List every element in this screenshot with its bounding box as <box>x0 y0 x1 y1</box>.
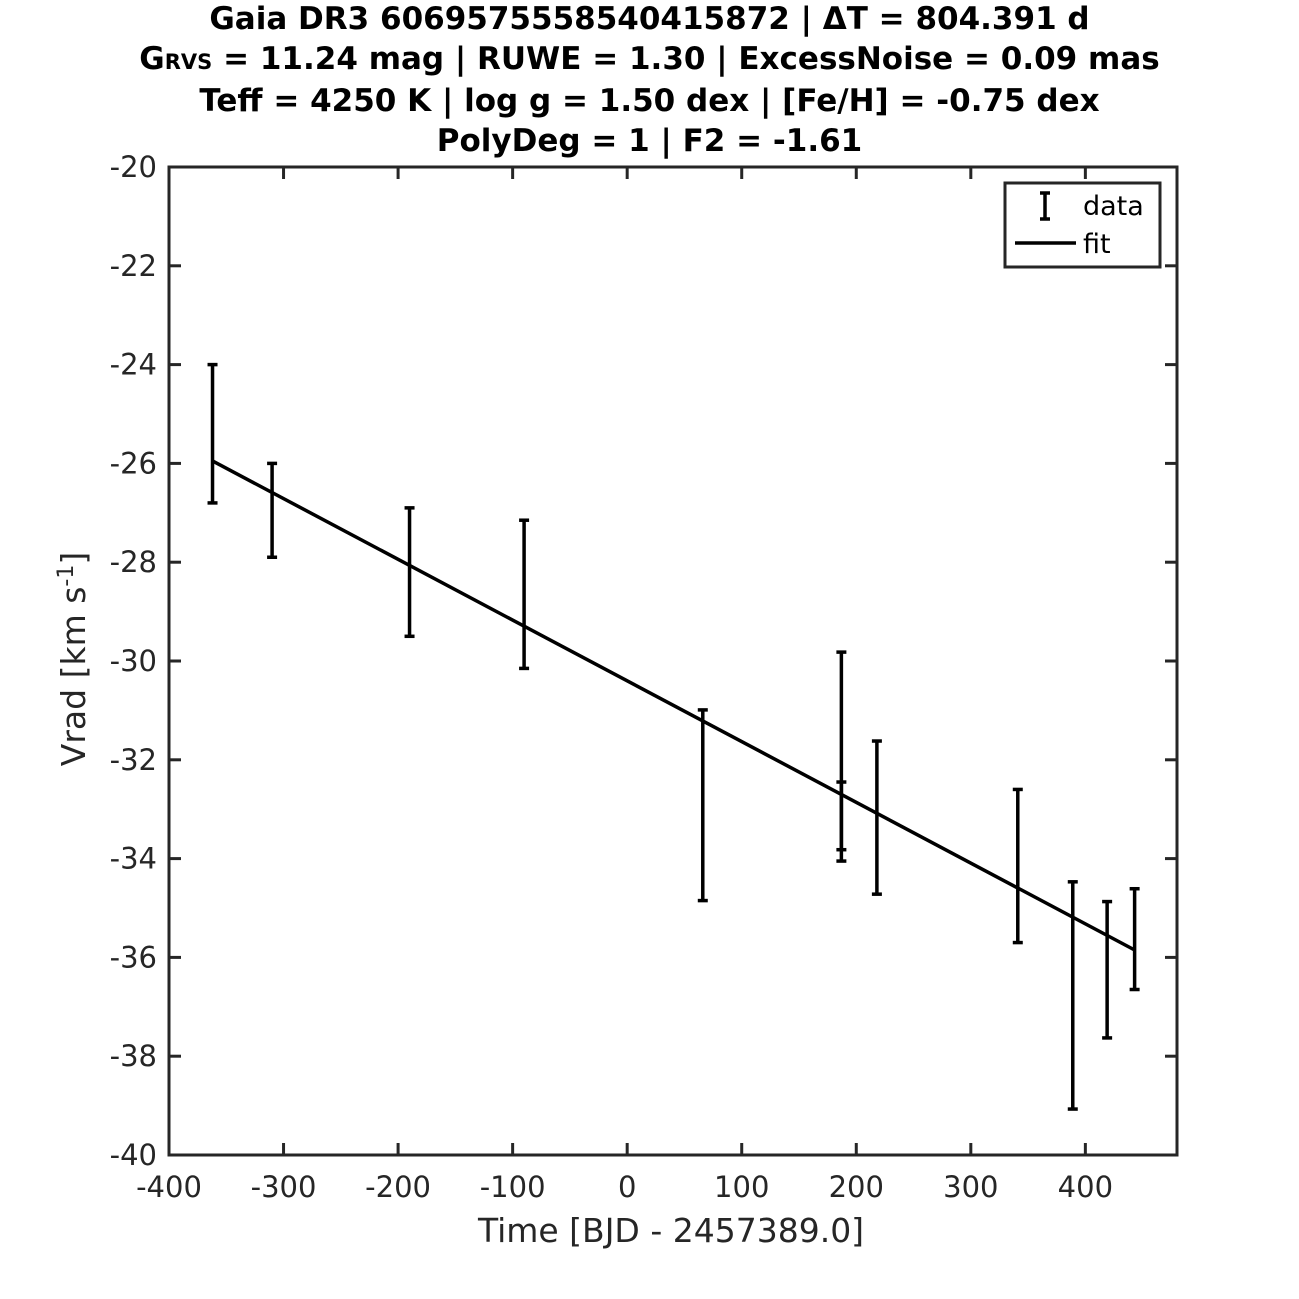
data-series <box>207 362 1140 1111</box>
data-point-errorbar <box>404 506 415 639</box>
tick-marks <box>167 165 1177 1157</box>
y-tick-label: -40 <box>110 1138 157 1172</box>
y-tick-label: -30 <box>110 644 157 678</box>
x-axis-label: Time [BJD - 2457389.0] <box>477 1211 864 1250</box>
x-tick-label: 0 <box>618 1170 636 1204</box>
y-tick-label: -20 <box>110 150 157 184</box>
x-tick-label: -300 <box>251 1170 317 1204</box>
data-point-errorbar <box>836 780 847 863</box>
y-axis-label-superscript: -1 <box>54 565 79 587</box>
title-line-1: Gaia DR3 6069575558540415872 | ΔT = 804.… <box>0 0 1299 40</box>
title-line-2: GRVS = 11.24 mag | RUWE = 1.30 | ExcessN… <box>0 40 1299 83</box>
data-point-errorbar <box>1102 899 1113 1040</box>
fit-series <box>211 459 1136 952</box>
y-tick-label: -22 <box>110 249 157 283</box>
data-point-errorbar <box>1012 787 1023 945</box>
y-axis-label: Vrad [km s-1] <box>54 552 93 766</box>
x-tick-label: 200 <box>829 1170 884 1204</box>
legend-data-label: data <box>1083 191 1144 222</box>
data-point-errorbar <box>697 708 708 903</box>
legend-fit-label: fit <box>1083 229 1111 260</box>
data-point-errorbar <box>267 461 278 560</box>
legend-box <box>1003 181 1162 269</box>
chart-title: Gaia DR3 6069575558540415872 | ΔT = 804.… <box>0 0 1299 161</box>
y-tick-label: -38 <box>110 1039 157 1073</box>
y-tick-label: -36 <box>110 940 157 974</box>
y-axis-label-main: Vrad [km s <box>54 587 93 767</box>
data-point-errorbar <box>871 739 882 896</box>
title-photometry: = 11.24 mag | RUWE = 1.30 | ExcessNoise … <box>212 40 1160 77</box>
fit-line <box>211 459 1136 952</box>
y-tick-label: -32 <box>110 743 157 777</box>
x-tick-label: 100 <box>714 1170 769 1204</box>
title-g-subscript: RVS <box>164 49 213 74</box>
x-tick-label: 300 <box>943 1170 998 1204</box>
data-point-errorbar <box>207 362 218 505</box>
x-tick-label: -400 <box>136 1170 202 1204</box>
tick-labels: -400 -300 -200 -100 0 100 200 300 400 -20 -22 -24 -2… <box>110 150 1113 1204</box>
y-tick-label: -28 <box>110 545 157 579</box>
y-tick-label: -34 <box>110 842 157 876</box>
title-delta-t: ΔT = 804.391 d <box>822 1 1090 37</box>
data-point-errorbar <box>519 518 530 671</box>
y-tick-label: -26 <box>110 446 157 480</box>
data-point-errorbar <box>1129 886 1140 992</box>
x-tick-label: -100 <box>480 1170 546 1204</box>
title-g-symbol: G <box>139 40 165 77</box>
y-axis-label-end: ] <box>54 552 93 565</box>
title-source-id: Gaia DR3 6069575558540415872 | <box>209 1 823 37</box>
x-tick-label: 400 <box>1058 1170 1113 1204</box>
x-tick-label: -200 <box>365 1170 431 1204</box>
y-tick-label: -24 <box>110 348 157 382</box>
plot-frame <box>167 165 1179 1157</box>
title-line-3: Teff = 4250 K | log g = 1.50 dex | [Fe/H… <box>199 83 1100 119</box>
legend: data fit <box>1003 181 1162 269</box>
legend-data-marker <box>1040 191 1050 221</box>
data-point-errorbar <box>1067 880 1078 1111</box>
title-line-4: PolyDeg = 1 | F2 = -1.61 <box>436 122 863 159</box>
